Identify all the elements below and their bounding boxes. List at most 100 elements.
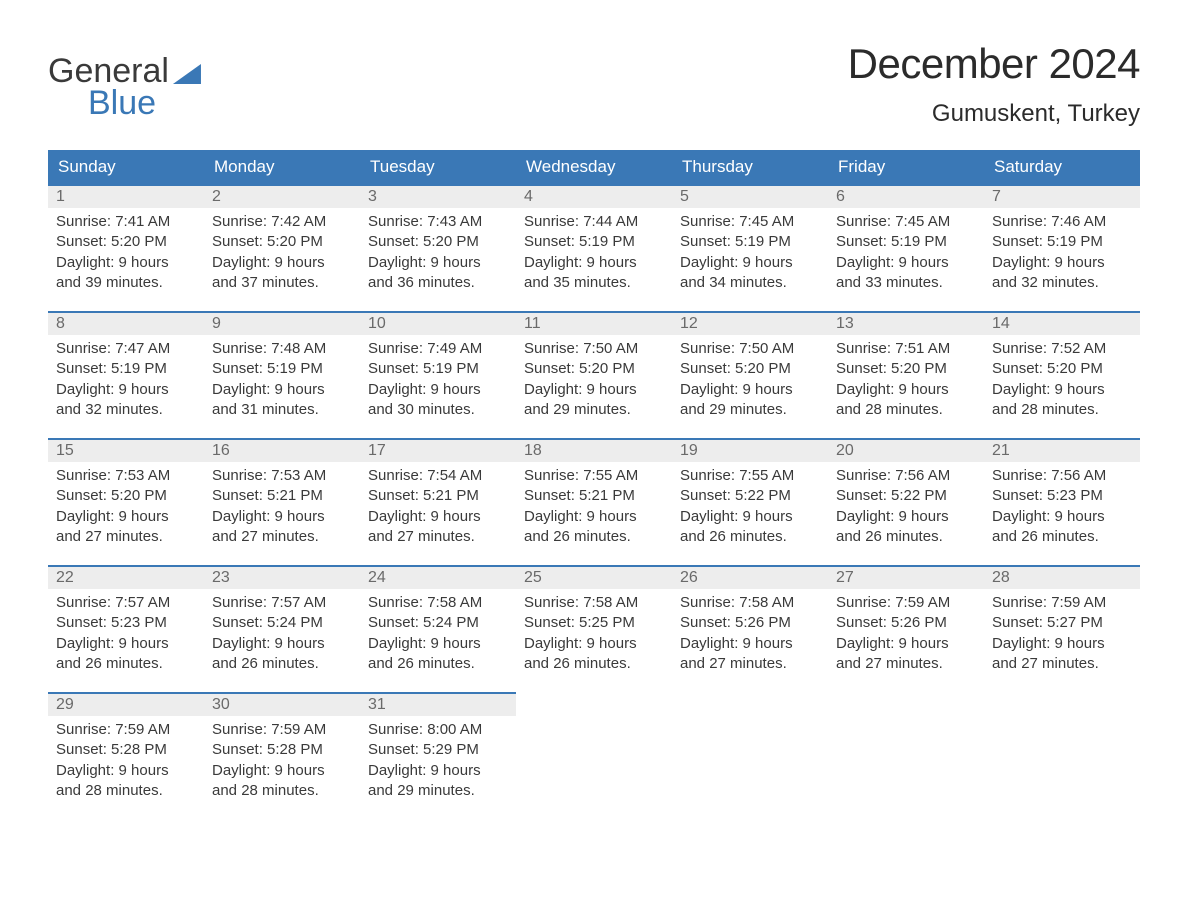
day-number-band: 15 [48,438,204,462]
sunrise-value: 7:46 AM [1051,213,1106,230]
daylight-value1: 9 hours [899,635,949,652]
sunrise-value: 7:52 AM [1051,340,1106,357]
daylight-line2: and 27 minutes. [368,527,508,547]
sunrise-label: Sunrise: [524,213,579,230]
sunset-label: Sunset: [368,741,419,758]
sunrise-line: Sunrise: 7:46 AM [992,212,1132,232]
sunrise-label: Sunrise: [368,340,423,357]
day-body: Sunrise: 7:45 AMSunset: 5:19 PMDaylight:… [828,208,984,297]
daylight-line2: and 39 minutes. [56,273,196,293]
calendar: SundayMondayTuesdayWednesdayThursdayFrid… [48,150,1140,805]
sunrise-line: Sunrise: 7:55 AM [524,466,664,486]
day-body: Sunrise: 7:56 AMSunset: 5:23 PMDaylight:… [984,462,1140,551]
sunset-line: Sunset: 5:20 PM [836,359,976,379]
sunrise-value: 7:54 AM [427,467,482,484]
sunset-label: Sunset: [524,233,575,250]
daylight-line2: and 27 minutes. [56,527,196,547]
daylight-label: Daylight: [524,254,582,271]
day-body: Sunrise: 7:55 AMSunset: 5:22 PMDaylight:… [672,462,828,551]
day-cell: 29Sunrise: 7:59 AMSunset: 5:28 PMDayligh… [48,692,204,805]
daylight-label: Daylight: [680,254,738,271]
sunrise-value: 7:58 AM [583,594,638,611]
day-number-band: 10 [360,311,516,335]
day-number-band: 2 [204,184,360,208]
sunrise-label: Sunrise: [368,721,423,738]
sunrise-label: Sunrise: [524,594,579,611]
day-cell: . [516,692,672,805]
daylight-label: Daylight: [992,381,1050,398]
daylight-value1: 9 hours [743,635,793,652]
sunset-line: Sunset: 5:20 PM [368,232,508,252]
sunrise-line: Sunrise: 7:59 AM [992,593,1132,613]
daylight-line2: and 27 minutes. [680,654,820,674]
daylight-value1: 9 hours [1055,254,1105,271]
day-body: Sunrise: 7:41 AMSunset: 5:20 PMDaylight:… [48,208,204,297]
day-body: Sunrise: 7:59 AMSunset: 5:28 PMDaylight:… [204,716,360,805]
sunrise-line: Sunrise: 7:48 AM [212,339,352,359]
sunrise-value: 7:42 AM [271,213,326,230]
sunrise-value: 7:59 AM [895,594,950,611]
sunrise-label: Sunrise: [212,213,267,230]
logo-line2: Blue [48,86,201,120]
weekday-header-cell: Wednesday [516,150,672,184]
day-body: Sunrise: 7:59 AMSunset: 5:28 PMDaylight:… [48,716,204,805]
weekday-header-cell: Sunday [48,150,204,184]
sunrise-value: 7:59 AM [115,721,170,738]
daylight-line1: Daylight: 9 hours [56,634,196,654]
day-body: Sunrise: 7:49 AMSunset: 5:19 PMDaylight:… [360,335,516,424]
sunrise-label: Sunrise: [524,467,579,484]
daylight-line1: Daylight: 9 hours [212,380,352,400]
day-body: Sunrise: 7:53 AMSunset: 5:21 PMDaylight:… [204,462,360,551]
daylight-line2: and 29 minutes. [368,781,508,801]
sunset-line: Sunset: 5:20 PM [680,359,820,379]
sunset-label: Sunset: [368,360,419,377]
sunset-line: Sunset: 5:24 PM [212,613,352,633]
sunset-label: Sunset: [368,233,419,250]
day-cell: 10Sunrise: 7:49 AMSunset: 5:19 PMDayligh… [360,311,516,424]
weeks-container: 1Sunrise: 7:41 AMSunset: 5:20 PMDaylight… [48,184,1140,805]
sunrise-label: Sunrise: [212,721,267,738]
location-label: Gumuskent, Turkey [848,100,1140,128]
day-number-band: 8 [48,311,204,335]
sunrise-value: 7:56 AM [1051,467,1106,484]
sunset-label: Sunset: [680,487,731,504]
daylight-label: Daylight: [212,508,270,525]
day-cell: 27Sunrise: 7:59 AMSunset: 5:26 PMDayligh… [828,565,984,678]
day-cell: 13Sunrise: 7:51 AMSunset: 5:20 PMDayligh… [828,311,984,424]
sunset-value: 5:20 PM [735,360,791,377]
daylight-value1: 9 hours [119,508,169,525]
sunset-label: Sunset: [680,360,731,377]
sunrise-value: 7:53 AM [271,467,326,484]
daylight-line2: and 28 minutes. [56,781,196,801]
sunrise-label: Sunrise: [680,213,735,230]
sunrise-value: 7:49 AM [427,340,482,357]
day-body: Sunrise: 7:48 AMSunset: 5:19 PMDaylight:… [204,335,360,424]
weekday-header-cell: Friday [828,150,984,184]
daylight-line1: Daylight: 9 hours [836,253,976,273]
sunrise-line: Sunrise: 7:50 AM [524,339,664,359]
daylight-line1: Daylight: 9 hours [992,380,1132,400]
sunrise-label: Sunrise: [836,340,891,357]
daylight-value1: 9 hours [1055,508,1105,525]
sunset-value: 5:26 PM [891,614,947,631]
day-cell: . [984,692,1140,805]
title-block: December 2024 Gumuskent, Turkey [848,40,1140,128]
day-body: Sunrise: 7:58 AMSunset: 5:26 PMDaylight:… [672,589,828,678]
week-row: 8Sunrise: 7:47 AMSunset: 5:19 PMDaylight… [48,311,1140,424]
day-number-band: 23 [204,565,360,589]
sunset-line: Sunset: 5:24 PM [368,613,508,633]
day-number-band: 26 [672,565,828,589]
sunset-label: Sunset: [212,741,263,758]
sunrise-line: Sunrise: 7:58 AM [524,593,664,613]
daylight-label: Daylight: [836,254,894,271]
sunrise-label: Sunrise: [56,340,111,357]
day-body: Sunrise: 7:45 AMSunset: 5:19 PMDaylight:… [672,208,828,297]
sunset-value: 5:20 PM [423,233,479,250]
sunrise-line: Sunrise: 7:43 AM [368,212,508,232]
daylight-value1: 9 hours [1055,635,1105,652]
sunrise-line: Sunrise: 7:52 AM [992,339,1132,359]
daylight-value1: 9 hours [431,254,481,271]
day-number-band: 28 [984,565,1140,589]
sunset-value: 5:29 PM [423,741,479,758]
sunrise-value: 7:51 AM [895,340,950,357]
